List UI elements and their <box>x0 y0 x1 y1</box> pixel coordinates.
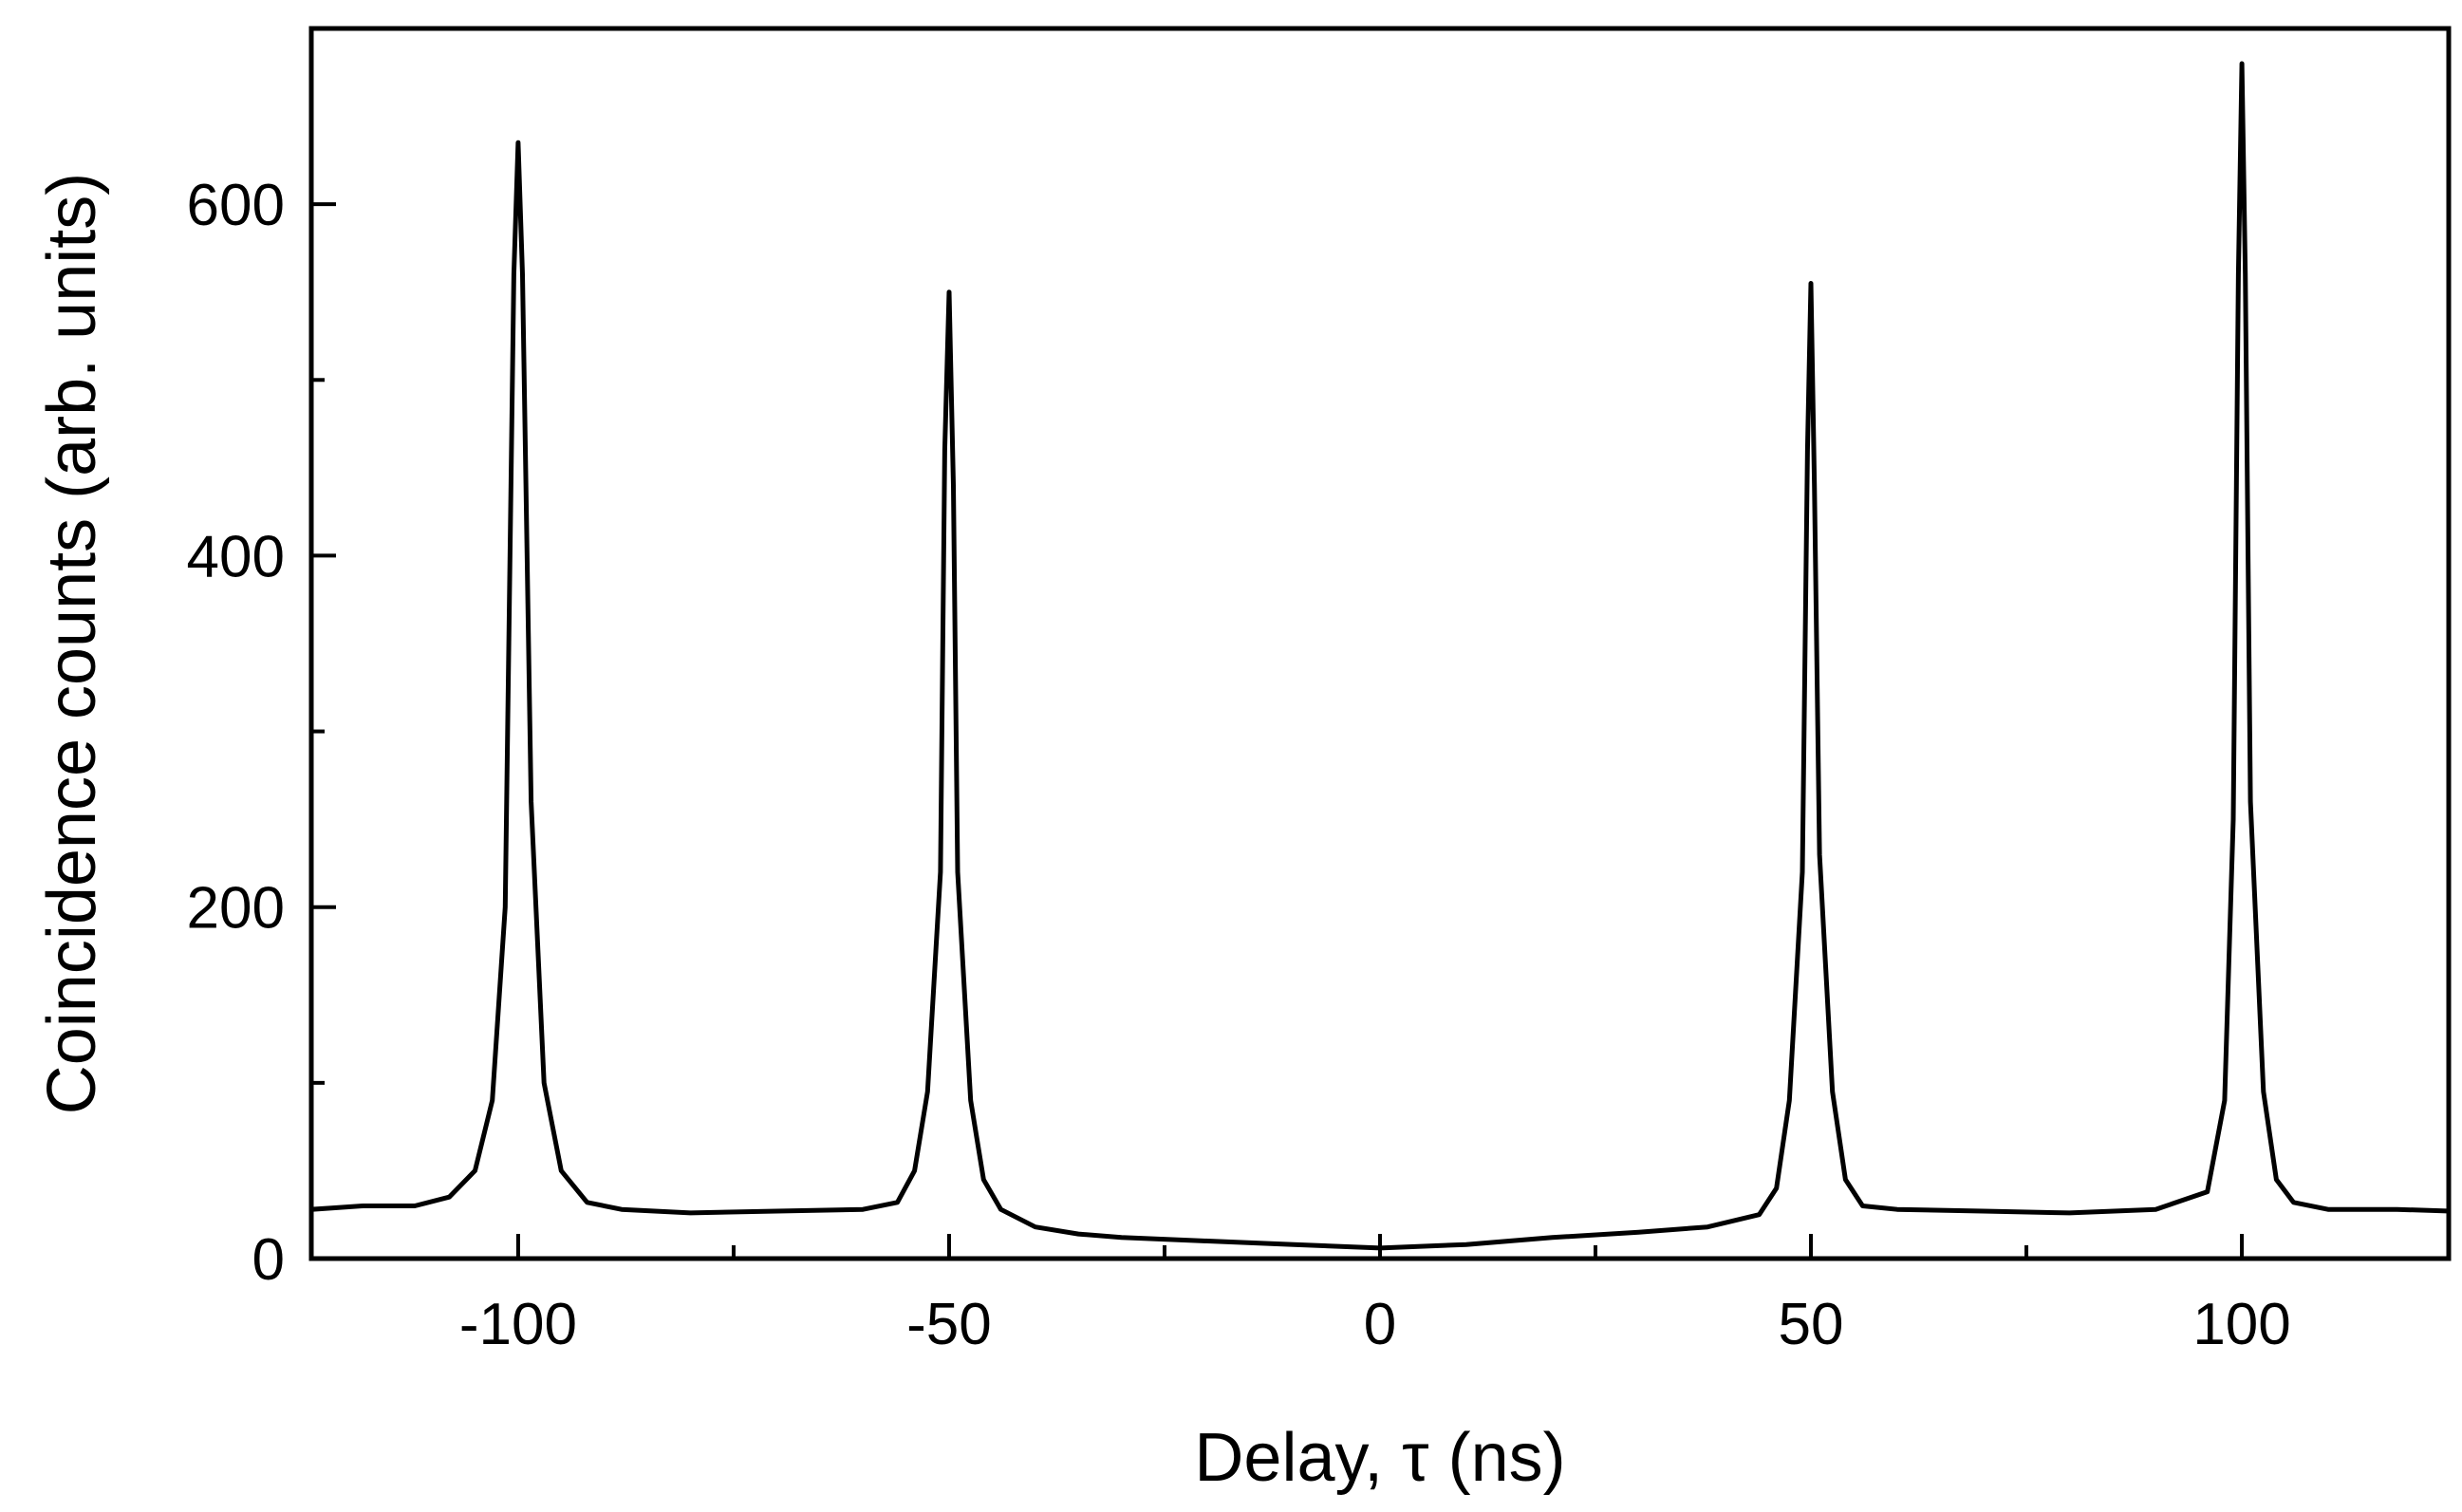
x-axis-title: Delay, τ (ns) <box>1194 1420 1565 1496</box>
y-tick-labels: 0 200 400 600 <box>187 173 285 1293</box>
plot-frame <box>308 26 2452 1261</box>
series-line <box>313 61 2447 1251</box>
y-tick-label: 400 <box>187 524 285 589</box>
x-tick-labels: -100 -50 0 50 100 <box>459 1292 2291 1357</box>
x-tick-label: 100 <box>2192 1292 2290 1357</box>
y-tick-label: 200 <box>187 876 285 942</box>
x-tick-label: -100 <box>459 1292 577 1357</box>
y-tick-label: 0 <box>252 1227 285 1293</box>
x-tick-label: -50 <box>906 1292 992 1357</box>
x-tick-label: 50 <box>1779 1292 1844 1357</box>
y-axis-title: Coincidence counts (arb. units) <box>34 173 110 1115</box>
y-tick-label: 600 <box>187 173 285 238</box>
series-layer <box>313 61 2447 1251</box>
y-axis-ticks <box>311 202 336 1260</box>
x-tick-label: 0 <box>1364 1292 1396 1357</box>
